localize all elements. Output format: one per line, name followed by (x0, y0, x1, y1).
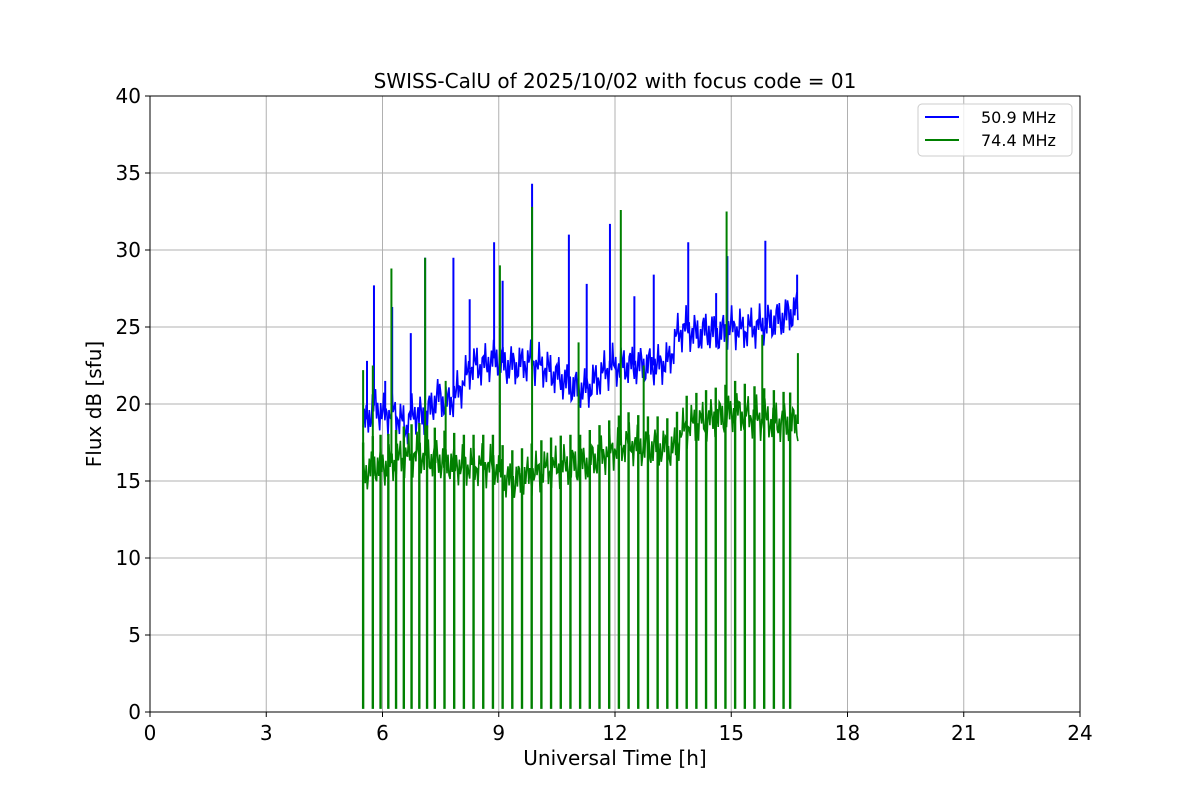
series-74-4-mhz (361, 206, 799, 709)
series-line-50-9-mhz (362, 291, 799, 445)
chart-title: SWISS-CalU of 2025/10/02 with focus code… (374, 69, 857, 93)
y-tick-label: 5 (128, 623, 141, 647)
x-tick-label: 9 (492, 721, 505, 745)
x-tick-label: 0 (144, 721, 157, 745)
legend: 50.9 MHz 74.4 MHz (917, 103, 1073, 157)
y-tick-label: 30 (116, 238, 141, 262)
y-tick-label: 0 (128, 700, 141, 724)
x-tick-label: 15 (719, 721, 744, 745)
x-tick-label: 21 (951, 721, 976, 745)
y-tick-label: 15 (116, 469, 141, 493)
y-tick-label: 25 (116, 315, 141, 339)
x-tick-label: 6 (376, 721, 389, 745)
x-tick-label: 12 (602, 721, 627, 745)
y-tick-label: 20 (116, 392, 141, 416)
y-tick-label: 10 (116, 546, 141, 570)
x-tick-label: 18 (835, 721, 860, 745)
x-axis: 0 3 6 9 12 15 18 21 24 (144, 712, 1093, 745)
y-axis: 0 5 10 15 20 25 30 35 40 (116, 84, 150, 724)
x-tick-label: 24 (1067, 721, 1092, 745)
y-tick-label: 40 (116, 84, 141, 108)
y-axis-label: Flux dB [sfu] (82, 341, 106, 467)
legend-label-50-9-mhz: 50.9 MHz (981, 108, 1056, 127)
x-axis-label: Universal Time [h] (523, 746, 706, 770)
legend-label-74-4-mhz: 74.4 MHz (981, 131, 1056, 150)
y-tick-label: 35 (116, 161, 141, 185)
series-layer (361, 183, 799, 709)
x-tick-label: 3 (260, 721, 273, 745)
